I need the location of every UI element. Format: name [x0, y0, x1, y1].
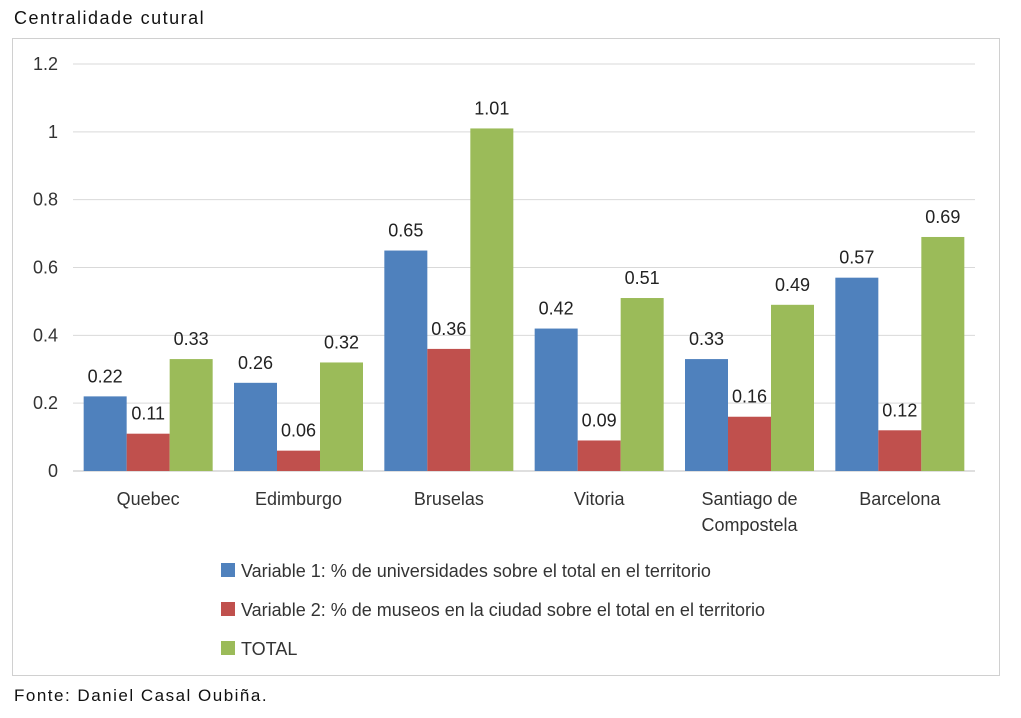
y-tick-label: 0.2	[33, 393, 58, 413]
source-note: Fonte: Daniel Casal Oubiña.	[14, 686, 269, 705]
legend-swatch	[221, 602, 235, 616]
x-axis-category-labels: Quebec Edimburgo Bruselas Vitoria Santiago d…	[117, 489, 942, 535]
x-category-label: Barcelona	[859, 489, 941, 509]
y-tick-label: 0.6	[33, 258, 58, 278]
bar-1	[685, 359, 728, 471]
bar-2	[277, 450, 320, 471]
bar-chart: 00.20.40.60.811.2 0.220.110.330.260.060.…	[33, 54, 975, 659]
y-tick-label: 0.4	[33, 325, 58, 345]
legend-swatch	[221, 641, 235, 655]
x-category-label: Edimburgo	[255, 489, 342, 509]
y-tick-label: 0	[48, 461, 58, 481]
x-category-label: Vitoria	[574, 489, 626, 509]
page-title: Centralidade cutural	[14, 8, 206, 28]
bar-1	[234, 382, 277, 471]
data-label: 0.49	[775, 275, 810, 295]
data-label: 1.01	[474, 98, 509, 118]
bar-3	[771, 304, 814, 471]
x-category-label: Santiago de	[701, 489, 797, 509]
y-tick-label: 1.2	[33, 54, 58, 74]
gridlines	[73, 63, 975, 472]
data-label: 0.09	[582, 410, 617, 430]
legend-label: Variable 1: % de universidades sobre el …	[241, 561, 711, 581]
bar-3	[169, 359, 213, 471]
data-label: 0.32	[324, 332, 359, 352]
bar-3	[470, 128, 514, 472]
data-label: 0.16	[732, 387, 767, 407]
bar-1	[534, 328, 578, 471]
y-axis-tick-labels: 0 0.2 0.4 0.6 0.8 1 1.2	[33, 54, 58, 481]
data-label: 0.65	[388, 221, 423, 241]
bar-1	[83, 396, 127, 471]
bar-3	[320, 362, 363, 471]
bar-2	[577, 440, 621, 471]
bar-2	[878, 430, 922, 471]
data-label: 0.22	[88, 366, 123, 386]
data-label: 0.36	[431, 319, 466, 339]
data-label: 0.57	[839, 248, 874, 268]
x-category-label: Bruselas	[414, 489, 484, 509]
x-category-label: Compostela	[701, 515, 798, 535]
bar-1	[384, 250, 428, 471]
y-tick-label: 0.8	[33, 190, 58, 210]
data-label: 0.26	[238, 353, 273, 373]
data-label: 0.33	[689, 329, 724, 349]
bar-1	[835, 277, 879, 471]
bar-2	[126, 433, 170, 471]
data-label: 0.33	[174, 329, 209, 349]
x-category-label: Quebec	[117, 489, 180, 509]
legend-label: TOTAL	[241, 639, 297, 659]
data-label: 0.69	[925, 207, 960, 227]
legend: Variable 1: % de universidades sobre el …	[221, 561, 765, 659]
data-label: 0.42	[539, 299, 574, 319]
bar-2	[427, 348, 471, 471]
bar-3	[620, 298, 664, 471]
y-tick-label: 1	[48, 122, 58, 142]
legend-swatch	[221, 563, 235, 577]
bars	[83, 128, 965, 472]
data-label: 0.12	[882, 400, 917, 420]
chart-frame: 0 0.2 0.4 0.6 0.8 1 1.2 0.22 0.11 0.33 0.26 0.06 0.…	[12, 38, 1000, 676]
data-labels: 0.22 0.11 0.33 0.26 0.06 0.32 0.65 0.36 1.01 0.42…	[88, 98, 961, 440]
data-label: 0.06	[281, 421, 316, 441]
bar-3	[921, 236, 965, 471]
bar-2	[728, 416, 771, 471]
data-label: 0.11	[131, 404, 165, 424]
data-label: 0.51	[625, 268, 660, 288]
legend-label: Variable 2: % de museos en la ciudad sob…	[241, 600, 765, 620]
